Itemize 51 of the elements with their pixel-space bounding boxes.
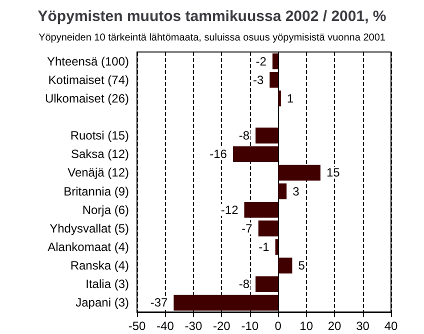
data-label: 3 bbox=[292, 184, 300, 198]
y-tick-label: Saksa (12) bbox=[70, 147, 129, 162]
bar bbox=[272, 53, 278, 70]
bar bbox=[278, 258, 292, 274]
y-tick-label: Yhteensä (100) bbox=[46, 54, 129, 68]
data-label: -7 bbox=[242, 221, 253, 236]
data-label: 5 bbox=[298, 258, 306, 273]
x-tick-label: 40 bbox=[384, 319, 398, 333]
x-tick-label: -50 bbox=[128, 319, 146, 333]
bar bbox=[275, 239, 278, 255]
y-tick-label: Norja (6) bbox=[82, 202, 129, 217]
data-label: -1 bbox=[258, 240, 270, 254]
y-tick-label: Italia (3) bbox=[86, 277, 129, 292]
x-tick-label: 20 bbox=[328, 319, 342, 333]
x-tick-label: 30 bbox=[356, 319, 370, 333]
y-tick-label: Ruotsi (15) bbox=[70, 128, 130, 143]
y-tick-label: Japani (3) bbox=[76, 296, 129, 310]
x-tick-label: -10 bbox=[241, 319, 259, 333]
data-label: -12 bbox=[220, 202, 239, 217]
y-tick-label: Yhdysvallat (5) bbox=[50, 221, 129, 236]
x-tick-label: -40 bbox=[156, 319, 174, 333]
data-label: -37 bbox=[150, 296, 168, 310]
bar bbox=[258, 220, 278, 236]
bar bbox=[244, 202, 278, 218]
data-label: 1 bbox=[286, 91, 294, 106]
x-tick-label: -30 bbox=[184, 319, 202, 333]
bar bbox=[278, 164, 320, 181]
bar bbox=[174, 294, 278, 311]
y-tick-label: Kotimaiset (74) bbox=[48, 72, 129, 87]
x-tick-label: 0 bbox=[274, 319, 282, 333]
y-tick-label: Venäjä (12) bbox=[68, 166, 129, 180]
bar bbox=[278, 183, 287, 200]
data-label: -2 bbox=[256, 54, 267, 68]
data-label: -8 bbox=[238, 128, 250, 143]
x-tick-label: -20 bbox=[212, 319, 231, 333]
chart-title: Yöpymisten muutos tammikuussa 2002 / 2001, % bbox=[38, 8, 386, 25]
y-tick-label: Britannia (9) bbox=[64, 184, 129, 198]
y-tick-label: Ranska (4) bbox=[70, 258, 130, 273]
data-label: -16 bbox=[210, 147, 228, 162]
bar bbox=[270, 72, 278, 88]
y-tick-label: Ulkomaiset (26) bbox=[44, 91, 129, 106]
data-label: -3 bbox=[252, 72, 264, 87]
data-label: -8 bbox=[238, 277, 250, 292]
bar bbox=[278, 90, 281, 106]
x-tick-label: 10 bbox=[300, 319, 314, 333]
data-label: 15 bbox=[326, 166, 340, 180]
bar bbox=[256, 128, 278, 144]
y-tick-label: Alankomaat (4) bbox=[48, 240, 129, 254]
chart-subtitle: Yöpyneiden 10 tärkeintä lähtömaata, suluissa osuus yöpymisistä vuonna 2001 bbox=[38, 32, 386, 44]
bar bbox=[232, 146, 278, 162]
bar bbox=[256, 276, 278, 292]
